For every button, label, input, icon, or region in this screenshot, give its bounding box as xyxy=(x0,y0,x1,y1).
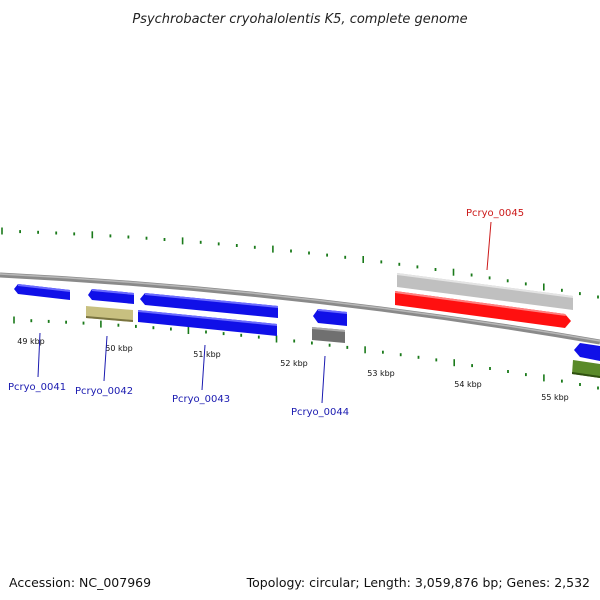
gene-pcryo-0044[interactable] xyxy=(313,309,347,326)
gene-pcryo-0042[interactable] xyxy=(88,289,134,304)
outer-tick-track xyxy=(1,227,599,299)
genome-summary-text: Topology: circular; Length: 3,059,876 bp… xyxy=(246,575,590,590)
gene-edge-olive[interactable] xyxy=(572,360,600,378)
genome-backbone xyxy=(0,272,600,345)
kbp-label: 53 kbp xyxy=(367,369,395,378)
accession-text: Accession: NC_007969 xyxy=(9,575,151,590)
gene-pcryo-0041[interactable] xyxy=(14,284,70,300)
inner-tick-track xyxy=(13,316,599,390)
gene-tan-rna[interactable] xyxy=(86,306,133,322)
kbp-label: 52 kbp xyxy=(280,359,308,368)
leader-line xyxy=(201,344,206,391)
gene-label[interactable]: Pcryo_0041 xyxy=(8,382,66,393)
gene-label[interactable]: Pcryo_0043 xyxy=(172,394,230,405)
leader-line xyxy=(321,355,326,404)
gene-label[interactable]: Pcryo_0044 xyxy=(291,407,349,418)
gene-pcryo-0043-upper[interactable] xyxy=(140,293,278,318)
kbp-label: 54 kbp xyxy=(454,380,482,389)
gene-dark-grey[interactable] xyxy=(312,327,345,343)
map-title: Psychrobacter cryohalolentis K5, complet… xyxy=(132,12,467,27)
leader-line xyxy=(37,332,41,378)
gene-pcryo-0043-lower[interactable] xyxy=(138,310,277,336)
kbp-label: 51 kbp xyxy=(193,350,221,359)
leader-line xyxy=(486,221,492,271)
gene-label[interactable]: Pcryo_0042 xyxy=(75,386,133,397)
leader-line xyxy=(103,335,108,382)
kbp-label: 55 kbp xyxy=(541,393,569,402)
gene-pcryo-0045[interactable] xyxy=(395,291,571,328)
gene-edge-blue[interactable] xyxy=(574,343,600,361)
kbp-label: 50 kbp xyxy=(105,344,133,353)
gene-grey-pseudo[interactable] xyxy=(397,273,573,310)
gene-label[interactable]: Pcryo_0045 xyxy=(466,208,524,219)
kbp-label: 49 kbp xyxy=(17,337,45,346)
